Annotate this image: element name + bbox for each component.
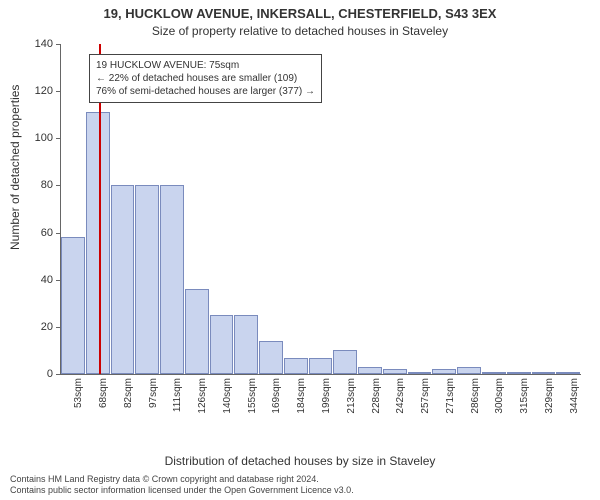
y-tick-label: 60 [41, 227, 53, 239]
x-tick-label: 169sqm [271, 378, 282, 414]
x-tick-label: 126sqm [197, 378, 208, 414]
y-tick [56, 185, 61, 186]
bar [111, 185, 135, 374]
y-tick-label: 0 [47, 368, 53, 380]
y-tick-label: 100 [35, 132, 53, 144]
y-axis-label: Number of detached properties [8, 85, 22, 250]
bar [61, 237, 85, 374]
y-tick-label: 140 [35, 38, 53, 50]
bar [210, 315, 234, 374]
x-tick-label: 140sqm [222, 378, 233, 414]
bar [457, 367, 481, 374]
y-tick-label: 20 [41, 321, 53, 333]
y-tick [56, 327, 61, 328]
chart-container: 19, HUCKLOW AVENUE, INKERSALL, CHESTERFI… [0, 0, 600, 500]
x-tick-label: 257sqm [420, 378, 431, 414]
x-tick-label: 300sqm [494, 378, 505, 414]
y-tick [56, 280, 61, 281]
annotation-box: 19 HUCKLOW AVENUE: 75sqm← 22% of detache… [89, 54, 322, 103]
bar [532, 372, 556, 374]
x-tick-label: 213sqm [346, 378, 357, 414]
y-tick-label: 120 [35, 85, 53, 97]
x-tick-label: 271sqm [445, 378, 456, 414]
bar [482, 372, 506, 374]
footer-line1: Contains HM Land Registry data © Crown c… [10, 474, 354, 485]
bar [358, 367, 382, 374]
annotation-line: 76% of semi-detached houses are larger (… [96, 85, 315, 98]
y-tick [56, 138, 61, 139]
bar [432, 369, 456, 374]
x-tick-label: 315sqm [519, 378, 530, 414]
y-tick [56, 374, 61, 375]
x-tick-label: 242sqm [395, 378, 406, 414]
x-tick-label: 286sqm [470, 378, 481, 414]
x-tick-label: 184sqm [296, 378, 307, 414]
bar [234, 315, 258, 374]
x-tick-label: 199sqm [321, 378, 332, 414]
x-tick-label: 97sqm [148, 378, 159, 408]
bar [383, 369, 407, 374]
y-tick-label: 80 [41, 179, 53, 191]
bar [309, 358, 333, 375]
x-tick-label: 329sqm [544, 378, 555, 414]
title-line1: 19, HUCKLOW AVENUE, INKERSALL, CHESTERFI… [0, 6, 600, 21]
x-tick-label: 82sqm [123, 378, 134, 408]
footer-attribution: Contains HM Land Registry data © Crown c… [10, 474, 354, 496]
bar [160, 185, 184, 374]
x-tick-label: 155sqm [247, 378, 258, 414]
bar [86, 112, 110, 374]
bar [333, 350, 357, 374]
footer-line2: Contains public sector information licen… [10, 485, 354, 496]
y-tick [56, 44, 61, 45]
bar [507, 372, 531, 374]
y-tick [56, 91, 61, 92]
x-tick-label: 228sqm [371, 378, 382, 414]
bar [135, 185, 159, 374]
x-tick-label: 68sqm [98, 378, 109, 408]
x-axis-label: Distribution of detached houses by size … [0, 454, 600, 468]
bar [556, 372, 580, 374]
bar [284, 358, 308, 375]
x-tick-label: 344sqm [569, 378, 580, 414]
title-line2: Size of property relative to detached ho… [0, 24, 600, 38]
y-tick [56, 233, 61, 234]
x-tick-label: 53sqm [73, 378, 84, 408]
bar [185, 289, 209, 374]
y-tick-label: 40 [41, 274, 53, 286]
annotation-line: ← 22% of detached houses are smaller (10… [96, 72, 315, 85]
bar [259, 341, 283, 374]
plot-area: 020406080100120140 53sqm68sqm82sqm97sqm1… [60, 44, 581, 375]
bar [408, 372, 432, 374]
x-tick-label: 111sqm [172, 378, 183, 412]
annotation-line: 19 HUCKLOW AVENUE: 75sqm [96, 59, 315, 72]
